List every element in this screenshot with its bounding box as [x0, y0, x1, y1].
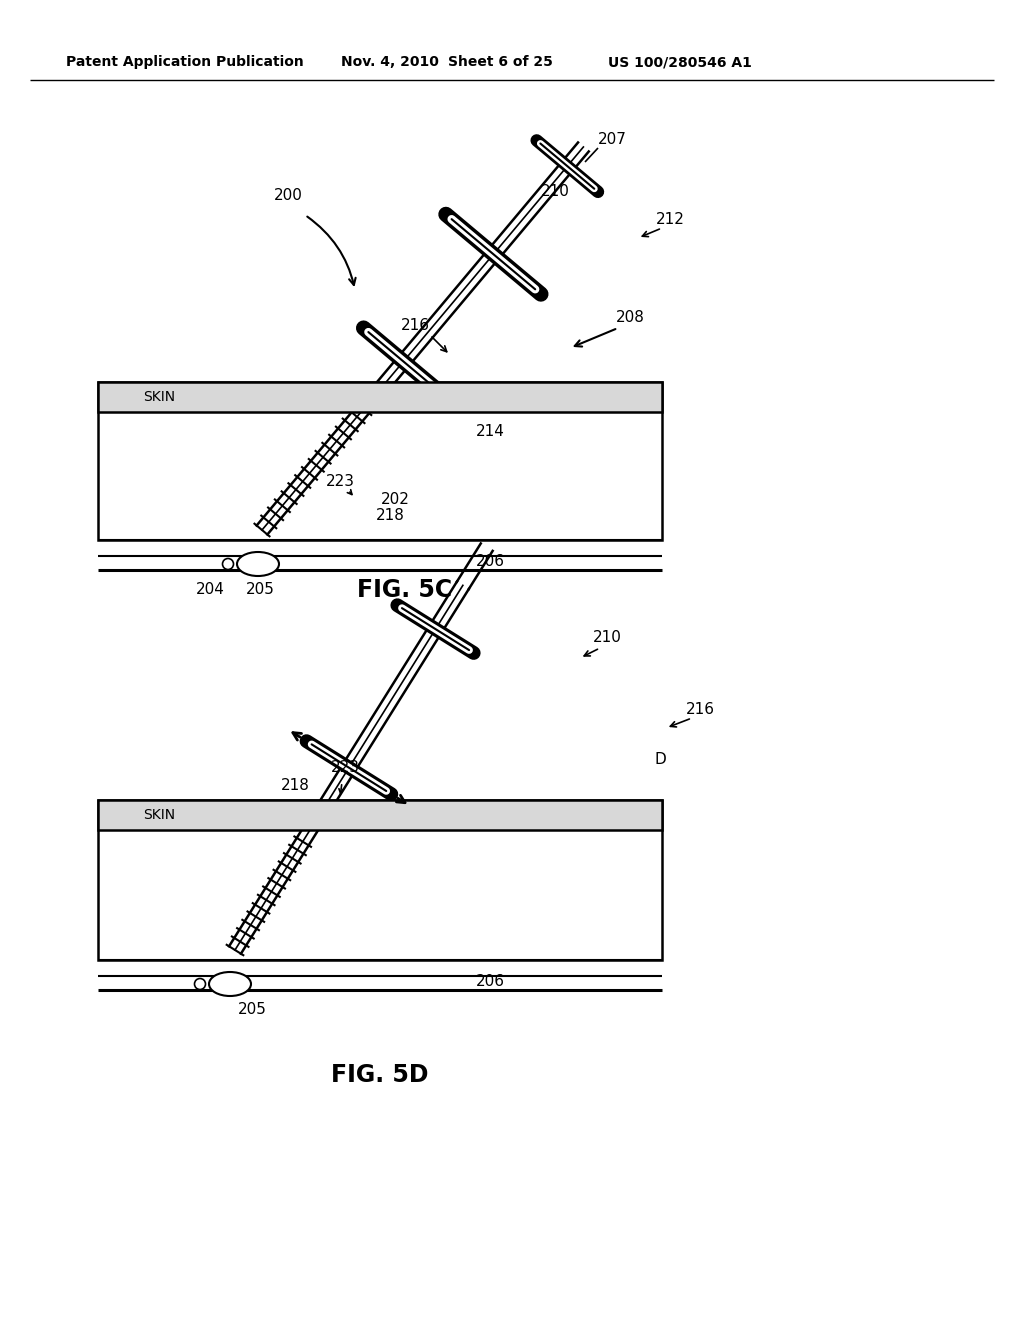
- Text: 206: 206: [475, 974, 505, 990]
- Text: US 100/280546 A1: US 100/280546 A1: [608, 55, 752, 69]
- Ellipse shape: [195, 978, 206, 990]
- Ellipse shape: [237, 552, 279, 576]
- Text: 216: 216: [400, 318, 429, 333]
- Text: 206: 206: [475, 554, 505, 569]
- Text: 214: 214: [475, 425, 505, 440]
- Text: Nov. 4, 2010: Nov. 4, 2010: [341, 55, 439, 69]
- Text: SKIN: SKIN: [143, 389, 175, 404]
- Text: 218: 218: [281, 777, 309, 792]
- Ellipse shape: [222, 558, 233, 569]
- Text: FIG. 5D: FIG. 5D: [331, 1063, 429, 1086]
- Text: 202: 202: [381, 492, 410, 507]
- Bar: [98, 381, 662, 412]
- Text: 218: 218: [376, 507, 404, 523]
- Bar: [98, 381, 662, 540]
- Text: 208: 208: [615, 310, 644, 326]
- Text: 223: 223: [331, 760, 359, 776]
- Text: 223: 223: [326, 474, 354, 490]
- Text: 210: 210: [541, 185, 569, 199]
- Text: SKIN: SKIN: [143, 808, 175, 822]
- Text: 207: 207: [598, 132, 627, 148]
- Text: 204: 204: [196, 582, 224, 598]
- Text: 210: 210: [593, 631, 622, 645]
- Ellipse shape: [209, 972, 251, 997]
- Text: D: D: [654, 752, 666, 767]
- Bar: [98, 800, 662, 960]
- Text: 205: 205: [246, 582, 274, 598]
- Text: FIG. 5C: FIG. 5C: [357, 578, 453, 602]
- Text: 212: 212: [655, 213, 684, 227]
- Text: 216: 216: [685, 702, 715, 718]
- Bar: [98, 800, 662, 830]
- Text: 200: 200: [273, 187, 302, 202]
- Text: Patent Application Publication: Patent Application Publication: [67, 55, 304, 69]
- Text: 205: 205: [238, 1002, 266, 1018]
- Text: Sheet 6 of 25: Sheet 6 of 25: [447, 55, 552, 69]
